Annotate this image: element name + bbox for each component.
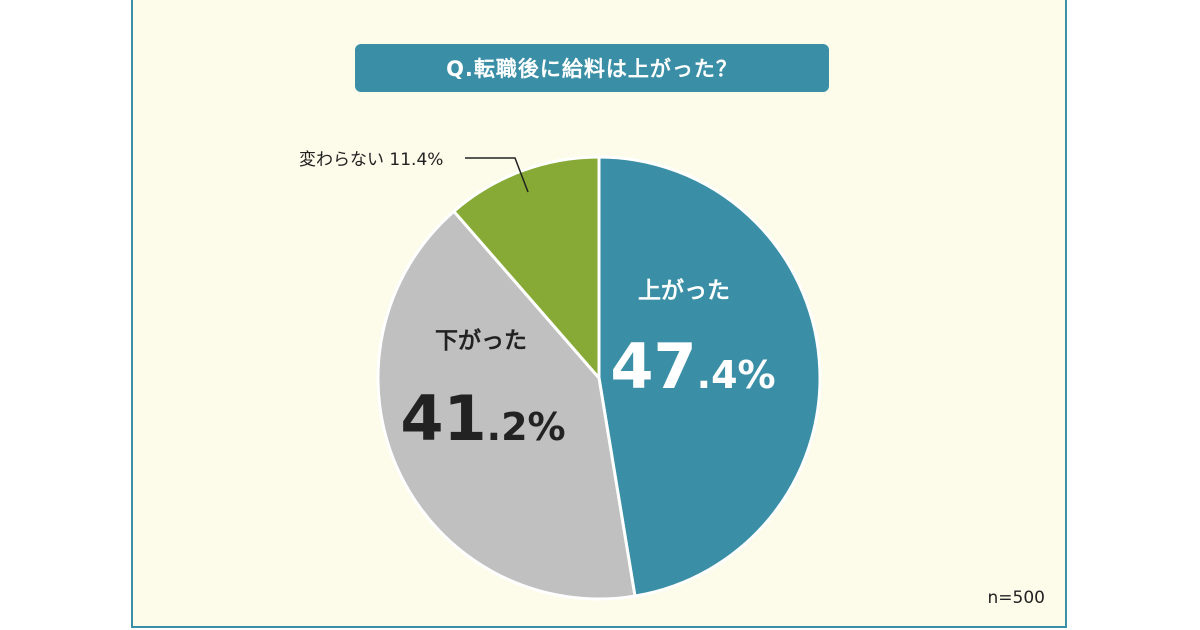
label-unchanged: 変わらない 11.4% <box>299 150 443 170</box>
chart-title: Q.転職後に給料は上がった？ <box>355 44 829 92</box>
value-down-int: 41 <box>400 382 486 455</box>
pie-chart: 上がった 47.4% 下がった 41.2% 変わらない 11.4% <box>299 150 822 601</box>
value-down: 41.2% <box>400 382 565 455</box>
value-up-dec: .4% <box>697 353 776 397</box>
label-down: 下がった <box>435 327 527 354</box>
chart-card: Q.転職後に給料は上がった？ 上がった 47.4% 下がった 41.2% 変わら… <box>131 0 1067 628</box>
label-up: 上がった <box>638 277 730 304</box>
leader-line-unchanged <box>465 157 529 193</box>
slice-unchanged <box>452 155 601 380</box>
sample-size: n=500 <box>987 588 1045 608</box>
value-down-dec: .2% <box>487 405 566 449</box>
value-up-int: 47 <box>610 330 696 403</box>
value-up: 47.4% <box>610 330 775 403</box>
slice-up <box>597 155 822 598</box>
slice-down <box>376 209 637 601</box>
